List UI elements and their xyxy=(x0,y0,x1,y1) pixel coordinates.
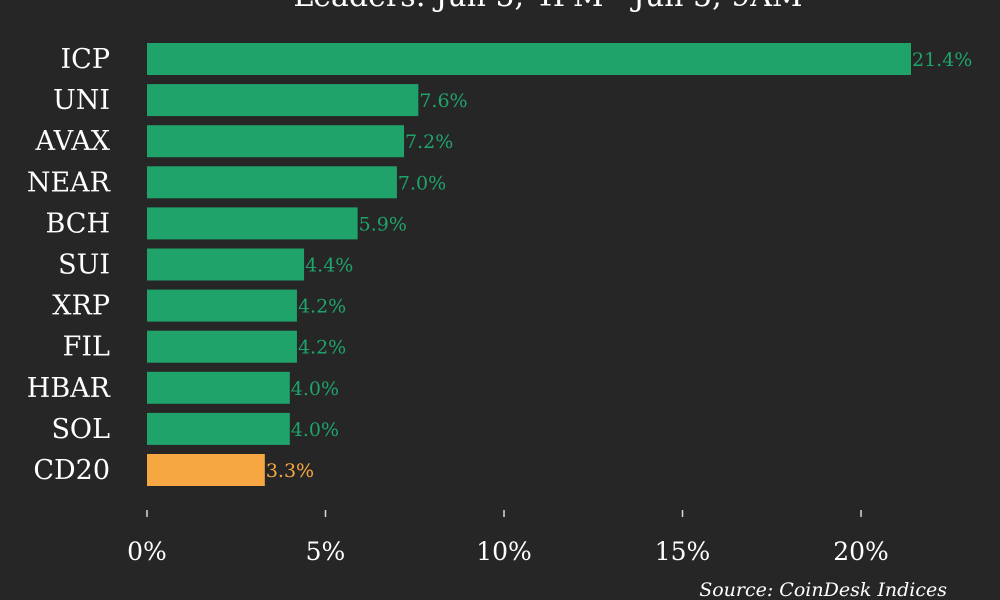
bars-layer xyxy=(147,43,911,486)
source-note: Source: CoinDesk Indices xyxy=(699,579,947,600)
chart-title: Leaders: Jun 5, 4PM - Jun 5, 9AM xyxy=(293,0,802,14)
x-tick-label-10: 10% xyxy=(476,537,532,566)
bar-icp xyxy=(147,43,911,75)
x-axis: 0% 5% 10% 15% 20% xyxy=(127,510,889,566)
value-label-bch: 5.9% xyxy=(359,213,407,235)
value-label-near: 7.0% xyxy=(398,172,446,194)
category-label-icp: ICP xyxy=(61,44,111,75)
category-label-bch: BCH xyxy=(45,208,110,239)
bar-near xyxy=(147,166,397,199)
bar-avax xyxy=(147,125,405,158)
value-label-cd20: 3.3% xyxy=(266,460,314,482)
category-label-avax: AVAX xyxy=(34,126,110,157)
value-label-fil: 4.2% xyxy=(298,337,346,359)
value-label-icp: 21.4% xyxy=(912,49,972,71)
bar-sol xyxy=(147,412,290,445)
value-label-sui: 4.4% xyxy=(305,255,353,277)
value-label-hbar: 4.0% xyxy=(291,378,339,400)
category-label-xrp: XRP xyxy=(52,291,110,322)
category-label-sol: SOL xyxy=(51,414,110,445)
x-tick-label-15: 15% xyxy=(655,537,711,566)
category-label-uni: UNI xyxy=(53,85,110,116)
bar-uni xyxy=(147,84,419,117)
value-label-avax: 7.2% xyxy=(405,131,453,153)
value-label-uni: 7.6% xyxy=(419,90,467,112)
bar-hbar xyxy=(147,371,290,404)
bar-xrp xyxy=(147,289,297,322)
bar-sui xyxy=(147,248,305,281)
value-labels: 21.4% 7.6% 7.2% 7.0% 5.9% 4.4% 4.2% 4.2% 4.0% 4.0… xyxy=(266,49,973,482)
category-label-near: NEAR xyxy=(27,167,111,198)
category-label-sui: SUI xyxy=(58,250,110,281)
bar-fil xyxy=(147,330,297,363)
x-tick-label-0: 0% xyxy=(127,537,167,566)
value-label-xrp: 4.2% xyxy=(298,296,346,318)
category-label-fil: FIL xyxy=(63,332,110,363)
bar-bch xyxy=(147,207,358,240)
category-labels: ICP UNI AVAX NEAR BCH SUI XRP FIL HBAR SOL CD20 xyxy=(27,44,111,486)
x-tick-label-5: 5% xyxy=(306,537,346,566)
category-label-cd20: CD20 xyxy=(33,455,110,486)
category-label-hbar: HBAR xyxy=(27,373,111,404)
bar-cd20 xyxy=(147,454,265,486)
x-tick-label-20: 20% xyxy=(833,537,889,566)
value-label-sol: 4.0% xyxy=(291,419,339,441)
